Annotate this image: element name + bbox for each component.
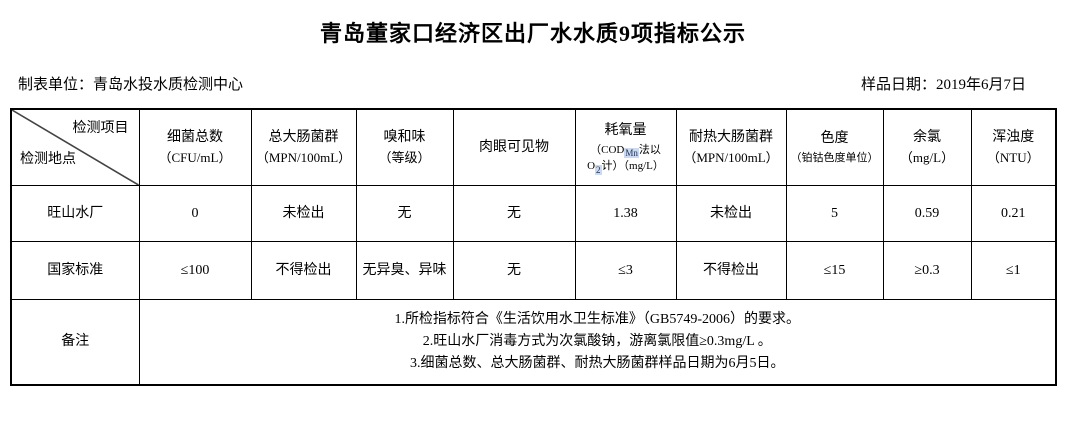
col-header-odor-taste: 嗅和味 （等级） xyxy=(355,108,454,186)
cell: ≤1 xyxy=(970,241,1057,300)
table-row-national-standard: 国家标准 ≤100 不得检出 无异臭、异味 无 ≤3 不得检出 ≤15 ≥0.3… xyxy=(10,241,1057,300)
cod-unit-line: （CODMn法以 O2计）（mg/L） xyxy=(587,143,664,175)
cell: 无异臭、异味 xyxy=(355,241,454,300)
row-label: 旺山水厂 xyxy=(10,185,140,242)
col-header-residual-chlorine: 余氯 （mg/L） xyxy=(882,108,972,186)
cell: 未检出 xyxy=(250,185,357,242)
cell: ≤100 xyxy=(138,241,252,300)
cell: 不得检出 xyxy=(250,241,357,300)
col-header-visible-matter: 肉眼可见物 xyxy=(452,108,576,186)
row-label: 国家标准 xyxy=(10,241,140,300)
cell: ≥0.3 xyxy=(882,241,972,300)
issuer-label: 制表单位：青岛水投水质检测中心 xyxy=(18,77,244,93)
cell: 0 xyxy=(138,185,252,242)
header-row: 检测项目 检测地点 细菌总数 （CFU/mL） 总大肠菌群 （MPN/100mL… xyxy=(10,108,1057,186)
cell: 未检出 xyxy=(675,185,787,242)
cell: 不得检出 xyxy=(675,241,787,300)
corner-header-cell: 检测项目 检测地点 xyxy=(10,108,140,186)
info-row: 制表单位：青岛水投水质检测中心 样品日期：2019年6月7日 xyxy=(18,73,1026,94)
remark-line: 1.所检指标符合《生活饮用水卫生标准》（GB5749-2006）的要求。 xyxy=(394,312,801,328)
remark-row: 备注 1.所检指标符合《生活饮用水卫生标准》（GB5749-2006）的要求。 … xyxy=(10,299,1057,386)
page-title: 青岛董家口经济区出厂水水质9项指标公示 xyxy=(319,21,746,46)
o2-subscript: 2 xyxy=(595,164,602,175)
remark-label: 备注 xyxy=(10,299,140,386)
cell: 1.38 xyxy=(574,185,677,242)
table-row-wangshan-plant: 旺山水厂 0 未检出 无 无 1.38 未检出 5 0.59 0.21 xyxy=(10,185,1057,242)
corner-label-location: 检测地点 xyxy=(20,152,76,168)
col-header-chroma: 色度 （铂钴色度单位） xyxy=(785,108,884,186)
water-quality-table: 检测项目 检测地点 细菌总数 （CFU/mL） 总大肠菌群 （MPN/100mL… xyxy=(10,108,1057,386)
cell: 5 xyxy=(785,185,884,242)
cell: ≤3 xyxy=(574,241,677,300)
remark-line: 3.细菌总数、总大肠菌群、耐热大肠菌群样品日期为6月5日。 xyxy=(410,355,785,371)
cell: 无 xyxy=(452,185,576,242)
col-header-total-coliform: 总大肠菌群 （MPN/100mL） xyxy=(250,108,357,186)
cell: ≤15 xyxy=(785,241,884,300)
remark-content: 1.所检指标符合《生活饮用水卫生标准》（GB5749-2006）的要求。 2.旺… xyxy=(138,299,1057,386)
cod-subscript-mn: Mn xyxy=(624,148,639,159)
cell: 无 xyxy=(355,185,454,242)
diagonal-divider-line xyxy=(12,110,139,185)
col-header-bacteria-total: 细菌总数 （CFU/mL） xyxy=(138,108,252,186)
cell: 0.59 xyxy=(882,185,972,242)
col-header-oxygen-consumption: 耗氧量 （CODMn法以 O2计）（mg/L） xyxy=(574,108,677,186)
cell: 0.21 xyxy=(970,185,1057,242)
remark-line: 2.旺山水厂消毒方式为次氯酸钠，游离氯限值≥0.3mg/L 。 xyxy=(422,334,772,350)
sample-date-label: 样品日期：2019年6月7日 xyxy=(860,77,1026,93)
col-header-turbidity: 浑浊度 （NTU） xyxy=(970,108,1057,186)
corner-label-items: 检测项目 xyxy=(72,121,129,136)
cell: 无 xyxy=(452,241,576,300)
col-header-heat-resistant-coliform: 耐热大肠菌群 （MPN/100mL） xyxy=(675,108,787,186)
